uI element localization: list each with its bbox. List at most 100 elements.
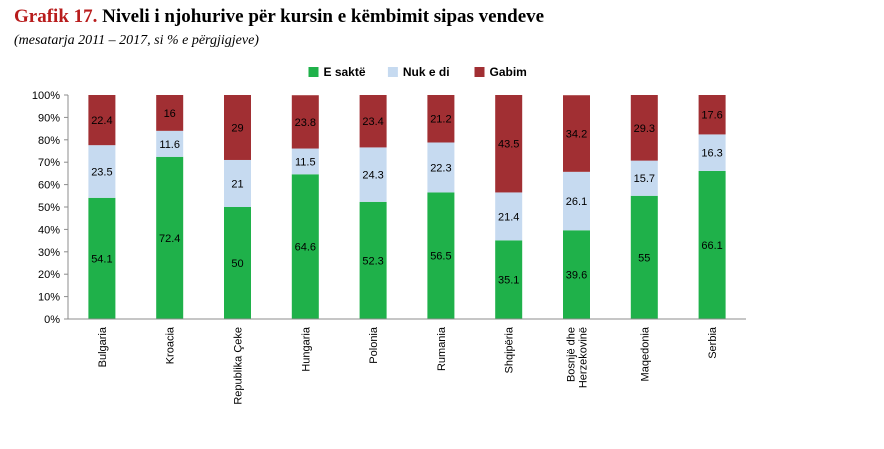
legend: E saktë Nuk e di Gabim [308,65,527,79]
figure-label: Grafik 17. [14,6,98,27]
bar-rumania: 56.5 22.3 21.2 [427,95,455,319]
x-tick-label-line: Shqipëria [504,326,516,373]
data-label: 21.2 [430,114,451,126]
x-tick-label: Serbia [707,326,719,359]
bar-segment-nuk-e-di [224,159,251,207]
x-tick-label-line: Bosnjë dhe [566,327,578,382]
bar-segment-e-sakte [156,156,184,319]
legend-item-e-sakte: E saktë [308,65,366,79]
x-tick-label-line: Rumania [436,326,448,371]
legend-label: E saktë [324,65,366,79]
bar-segment-nuk-e-di [88,145,116,198]
bar-segment-e-sakte [427,192,455,319]
bars: 54.1 23.5 22.4 72.4 11.6 16 50 21 29 64.6 11.5 23.8… [88,95,726,319]
data-label: 17.6 [701,110,722,122]
bar-segment-gabim [359,95,387,148]
y-tick-label: 70% [38,157,60,169]
y-tick-label: 50% [38,202,60,214]
data-label: 23.5 [91,166,112,178]
bar-segment-nuk-e-di [291,148,319,175]
data-label: 26.1 [566,196,587,208]
data-label: 55 [638,252,650,264]
bar-serbia: 66.1 16.3 17.6 [698,95,726,319]
x-tick-label: Kroacia [165,326,177,364]
x-tick-label-line: Herzekovinë [578,327,590,388]
x-tick-label: Maqedonia [639,326,651,381]
bar-segment-gabim [156,95,184,131]
x-tick-label: Bosnjë dheHerzekovinë [566,327,590,388]
bar-segment-gabim [630,95,658,161]
legend-swatch [474,67,485,77]
data-label: 22.4 [91,115,112,127]
data-label: 66.1 [701,240,722,252]
bar-polonia: 52.3 24.3 23.4 [359,95,387,319]
bar-segment-gabim [427,95,455,143]
data-label: 43.5 [498,139,519,151]
x-tick-label-line: Serbia [707,326,719,359]
data-label: 29.3 [634,123,655,135]
bar-segment-e-sakte [224,207,251,319]
y-tick-label: 40% [38,224,60,236]
bar-segment-gabim [291,95,319,149]
bar-segment-gabim [698,95,726,135]
bar-segment-gabim [495,95,523,193]
data-label: 54.1 [91,253,112,265]
legend-item-nuk-e-di: Nuk e di [387,65,450,79]
data-label: 35.1 [498,275,519,287]
bar-segment-nuk-e-di [427,142,455,193]
data-label: 23.8 [295,117,316,129]
x-tick-label: Rumania [436,326,448,371]
bar-republika-ceke: 50 21 29 [224,95,251,319]
x-tick-label-line: Republika Çeke [233,327,245,405]
chart-subtitle: (mesatarja 2011 – 2017, si % e përgjigje… [14,33,259,48]
data-label: 21 [231,178,243,190]
data-label: 39.6 [566,270,587,282]
x-tick-label-line: Polonia [368,326,380,364]
bar-segment-e-sakte [630,195,658,319]
y-tick-label: 80% [38,135,60,147]
data-label: 21.4 [498,211,519,223]
data-label: 64.6 [295,242,316,254]
legend-swatch [308,67,319,77]
bar-segment-nuk-e-di [698,134,726,171]
x-tick-label: Polonia [368,326,380,364]
data-label: 50 [231,258,243,270]
y-tick-label: 20% [38,269,60,281]
legend-item-gabim: Gabim [474,65,527,79]
legend-label: Gabim [490,65,527,79]
x-tick-label: Republika Çeke [233,327,245,405]
bar-segment-e-sakte [698,170,726,319]
legend-label: Nuk e di [403,65,450,79]
figure-title: Niveli i njohurive për kursin e këmbimit… [102,6,545,27]
data-label: 22.3 [430,162,451,174]
data-label: 11.6 [159,139,180,151]
bar-bulgaria: 54.1 23.5 22.4 [88,95,116,319]
x-tick-label: Bulgaria [97,326,109,367]
bar-segment-gabim [224,95,251,160]
bar-segment-e-sakte [291,174,319,319]
data-label: 56.5 [430,251,451,263]
data-label: 15.7 [634,173,655,185]
bar-segment-e-sakte [359,201,387,319]
x-tick-label-line: Bulgaria [97,326,109,367]
legend-swatch [387,67,398,77]
bar-segment-nuk-e-di [156,130,184,157]
data-label: 29 [231,122,243,134]
x-tick-label: Hungaria [300,326,312,372]
bar-segment-gabim [88,95,116,146]
y-tick-label: 30% [38,247,60,259]
data-label: 72.4 [159,233,180,245]
data-label: 34.2 [566,129,587,141]
data-label: 16 [164,108,176,120]
bar-segment-gabim [563,95,590,172]
y-axis: 0% 10% 20% 30% 40% 50% 60% 70% 80% 90% 100% [32,90,69,326]
data-label: 24.3 [362,170,383,182]
data-label: 11.5 [295,156,316,168]
bar-segment-nuk-e-di [495,192,523,241]
bar-kroacia: 72.4 11.6 16 [156,95,184,319]
data-label: 23.4 [362,116,383,128]
y-tick-label: 10% [38,292,60,304]
chart-title: Grafik 17. Niveli i njohurive për kursin… [14,6,544,28]
data-label: 16.3 [701,148,722,160]
